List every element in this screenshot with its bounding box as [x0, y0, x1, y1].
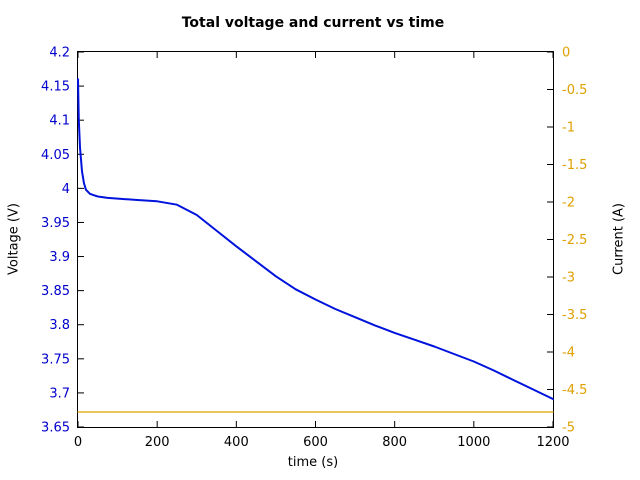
right-y-tick-label: -4.5 [562, 383, 587, 398]
x-tick-label: 1000 [457, 435, 490, 450]
x-tick-label: 400 [224, 435, 249, 450]
x-tick-label: 200 [145, 435, 170, 450]
left-y-tick-label: 4.15 [41, 80, 70, 95]
right-y-tick-label: -5 [562, 421, 575, 436]
x-tick-label: 800 [382, 435, 407, 450]
right-y-tick-label: -2.5 [562, 233, 587, 248]
right-y-tick-label: -2 [562, 196, 575, 211]
chart-title: Total voltage and current vs time [181, 15, 445, 31]
left-y-tick-label: 4.05 [41, 148, 70, 163]
left-y-tick-label: 3.9 [49, 250, 70, 265]
left-y-tick-label: 3.75 [41, 352, 70, 367]
right-y-tick-label: -3.5 [562, 308, 587, 323]
right-y-tick-label: -4 [562, 346, 575, 361]
right-y-tick-label: -0.5 [562, 83, 587, 98]
x-tick-label: 600 [303, 435, 328, 450]
right-y-tick-label: 0 [562, 46, 570, 61]
left-y-tick-label: 3.95 [41, 216, 70, 231]
left-y-tick-label: 3.65 [41, 421, 70, 436]
left-y-tick-label: 4 [62, 182, 70, 197]
x-tick-label: 1200 [536, 435, 569, 450]
right-y-tick-label: -1 [562, 121, 575, 136]
total-voltage-curve [77, 78, 554, 400]
axis-frame [77, 51, 554, 428]
right-y-tick-label: -1.5 [562, 158, 587, 173]
x-axis-label: time (s) [287, 455, 339, 470]
left-y-tick-label: 4.2 [49, 46, 70, 61]
right-y-tick-label: -3 [562, 271, 575, 286]
left-y-tick-label: 4.1 [49, 114, 70, 129]
left-y-tick-label: 3.7 [49, 386, 70, 401]
left-y-tick-label: 3.8 [49, 318, 70, 333]
x-tick-label: 0 [74, 435, 82, 450]
left-y-tick-label: 3.85 [41, 284, 70, 299]
